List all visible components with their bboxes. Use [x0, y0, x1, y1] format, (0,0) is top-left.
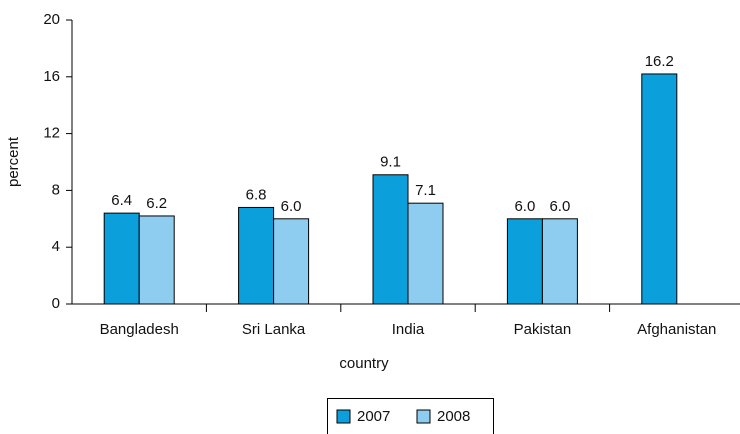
- value-label: 16.2: [645, 53, 674, 70]
- bar: [641, 73, 678, 305]
- legend-label: 2007: [357, 408, 390, 425]
- x-axis-label: country: [339, 355, 389, 372]
- bar: [541, 218, 578, 305]
- x-tick-label: Bangladesh: [100, 321, 179, 338]
- x-tick-label: India: [392, 321, 425, 338]
- x-tick-label: Afghanistan: [637, 321, 716, 338]
- value-label: 6.4: [111, 192, 132, 209]
- bar: [103, 212, 140, 305]
- value-label: 6.0: [281, 198, 302, 215]
- value-label: 6.8: [246, 186, 267, 203]
- bar: [372, 174, 409, 305]
- y-tick-label: 12: [43, 125, 60, 142]
- value-label: 6.0: [549, 198, 570, 215]
- value-label: 7.1: [415, 182, 436, 199]
- bar: [273, 218, 310, 305]
- bar: [506, 218, 543, 305]
- value-label: 6.2: [146, 195, 167, 212]
- bar: [138, 215, 175, 305]
- legend-label: 2008: [437, 408, 470, 425]
- y-tick-label: 8: [52, 181, 60, 198]
- legend-swatch: [336, 409, 351, 424]
- legend: [327, 398, 494, 434]
- x-tick-label: Pakistan: [514, 321, 572, 338]
- x-tick-label: Sri Lanka: [242, 321, 306, 338]
- y-tick-label: 0: [52, 295, 60, 312]
- bar: [238, 206, 275, 305]
- y-tick-label: 16: [43, 68, 60, 85]
- value-label: 6.0: [514, 198, 535, 215]
- bar: [407, 202, 444, 305]
- y-tick-label: 20: [43, 11, 60, 28]
- y-axis-label: percent: [5, 136, 22, 187]
- value-label: 9.1: [380, 154, 401, 171]
- legend-swatch: [416, 409, 431, 424]
- y-tick-label: 4: [52, 238, 60, 255]
